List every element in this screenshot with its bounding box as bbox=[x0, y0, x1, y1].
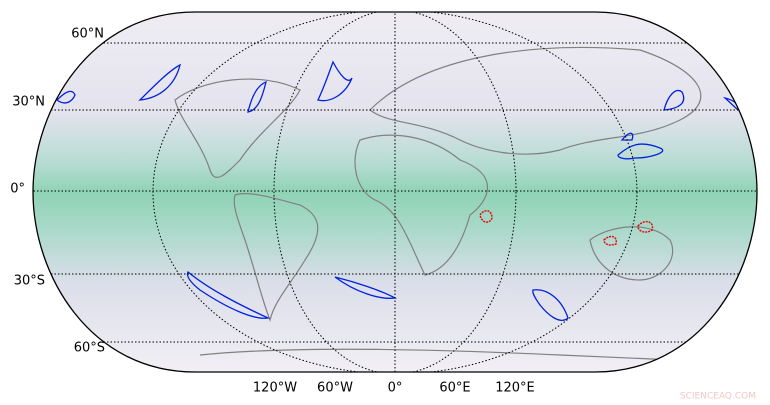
lat-label: 60°N bbox=[71, 27, 104, 42]
coastline bbox=[174, 78, 301, 178]
lon-label: 120°E bbox=[495, 381, 535, 396]
meridian bbox=[273, 12, 517, 372]
contour-red bbox=[603, 235, 618, 246]
coastline bbox=[369, 46, 702, 155]
contour-blue bbox=[317, 60, 353, 102]
lon-label: 120°W bbox=[253, 381, 297, 396]
contour-blue bbox=[56, 90, 76, 104]
contour-blue bbox=[532, 289, 569, 321]
contour-blue bbox=[186, 270, 271, 319]
lon-label: 0° bbox=[388, 381, 403, 396]
coastline bbox=[354, 134, 489, 276]
lat-label: 30°N bbox=[12, 95, 45, 110]
lat-label: 0° bbox=[10, 182, 25, 197]
contour-blue bbox=[138, 63, 181, 101]
map-outline bbox=[32, 11, 758, 373]
lon-label: 60°W bbox=[317, 381, 353, 396]
contour-blue bbox=[663, 89, 685, 111]
meridian bbox=[152, 12, 638, 372]
contour-blue bbox=[617, 132, 664, 160]
watermark: SCIENCEAQ.COM bbox=[680, 392, 756, 402]
contour-blue bbox=[247, 80, 267, 113]
graticule bbox=[33, 12, 757, 372]
lon-label: 60°E bbox=[439, 381, 470, 396]
contour-red bbox=[637, 220, 654, 233]
coastline bbox=[233, 193, 319, 322]
lat-label: 30°S bbox=[14, 274, 45, 289]
lat-label: 60°S bbox=[74, 341, 105, 356]
contour-red bbox=[479, 210, 493, 223]
coastline bbox=[589, 226, 674, 281]
